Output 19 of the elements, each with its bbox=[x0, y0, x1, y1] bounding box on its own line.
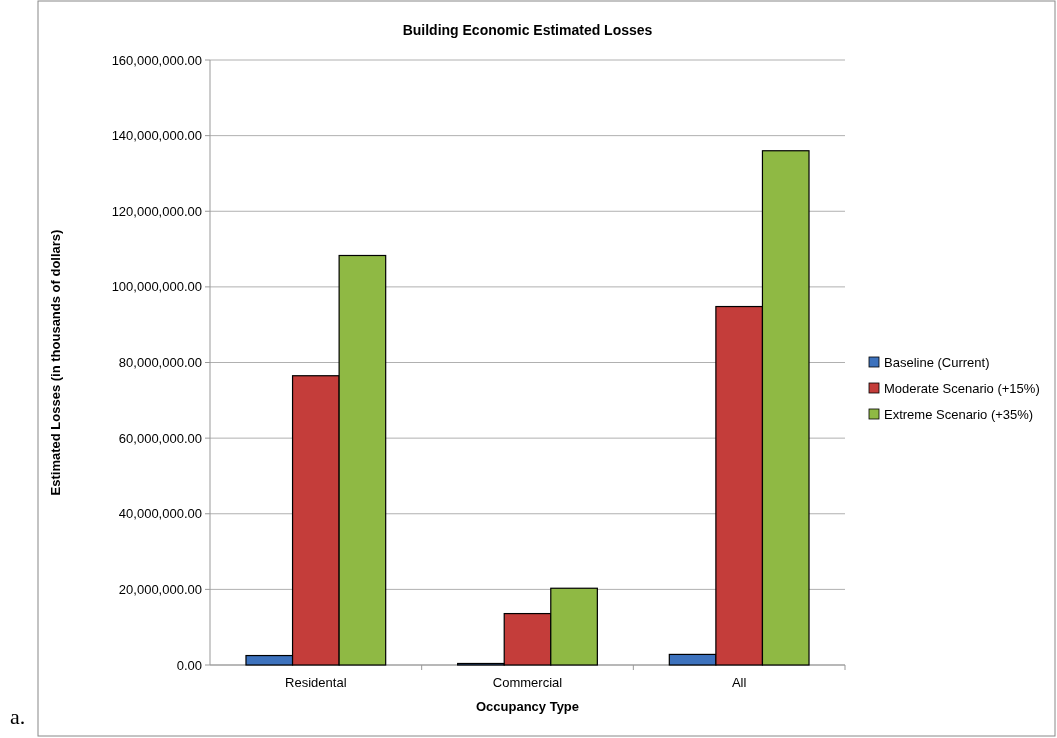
y-tick-label: 20,000,000.00 bbox=[118, 581, 202, 597]
text: a. bbox=[10, 704, 26, 729]
y-axis-title: Estimated Losses (in thousands of dollars) bbox=[48, 229, 63, 496]
y-tick-label: 60,000,000.00 bbox=[118, 430, 202, 446]
y-tick-label: 0.00 bbox=[176, 657, 202, 673]
y-tick-label: 80,000,000.00 bbox=[118, 355, 202, 371]
y-tick-label: 40,000,000.00 bbox=[118, 506, 202, 522]
legend-label: Baseline (Current) bbox=[884, 354, 990, 370]
x-tick-label: Residental bbox=[285, 675, 347, 690]
y-tick-label: 160,000,000.00 bbox=[111, 52, 202, 68]
x-axis-title: Occupancy Type bbox=[475, 699, 580, 714]
chart-title: Building Economic Estimated Losses bbox=[402, 22, 653, 38]
x-tick-label: All bbox=[731, 675, 747, 690]
legend-label: Moderate Scenario (+15%) bbox=[884, 380, 1040, 396]
x-tick-label: Commercial bbox=[492, 675, 563, 690]
y-tick-label: 100,000,000.00 bbox=[111, 279, 202, 295]
y-tick-label: 120,000,000.00 bbox=[111, 203, 202, 219]
legend-label: Extreme Scenario (+35%) bbox=[884, 406, 1034, 422]
y-tick-label: 140,000,000.00 bbox=[111, 128, 202, 144]
